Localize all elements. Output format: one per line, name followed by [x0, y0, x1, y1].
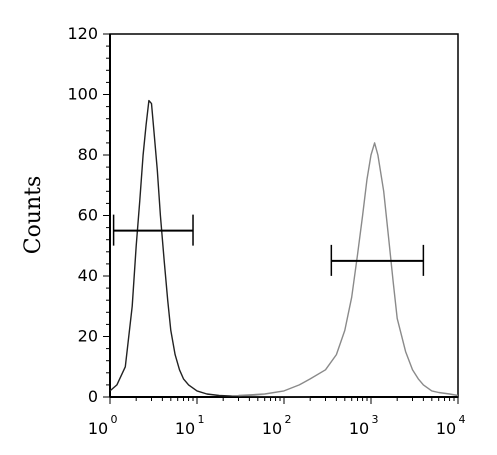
plot-frame: [109, 33, 459, 398]
x-tick-label: 10: [262, 419, 282, 438]
y-axis-ticks: 0 20 40 60 80 100 120: [67, 24, 110, 406]
x-tick-label: 10: [349, 419, 369, 438]
y-tick-label: 0: [88, 387, 98, 406]
series-layer: [109, 99, 459, 398]
y-tick-label: 40: [78, 266, 98, 285]
y-tick-label: 80: [78, 145, 98, 164]
y-tick-label: 60: [78, 206, 98, 225]
x-axis-ticks: 10 0 10 1 10 2 10 3 10 4: [88, 397, 466, 438]
y-axis-title: Counts: [21, 176, 46, 255]
x-tick-exponent: 2: [285, 413, 292, 426]
y-tick-label: 100: [67, 85, 98, 104]
x-tick-exponent: 4: [459, 413, 466, 426]
series-line-1: [109, 99, 311, 398]
y-tick-label: 20: [78, 327, 98, 346]
y-tick-label: 120: [67, 24, 98, 43]
marker-layer: [112, 214, 425, 276]
x-tick-label: 10: [436, 419, 456, 438]
series-line-2: [238, 142, 459, 397]
x-tick-exponent: 0: [111, 413, 118, 426]
x-tick-label: 10: [88, 419, 108, 438]
x-tick-label: 10: [175, 419, 195, 438]
x-tick-exponent: 3: [372, 413, 379, 426]
x-tick-exponent: 1: [198, 413, 205, 426]
